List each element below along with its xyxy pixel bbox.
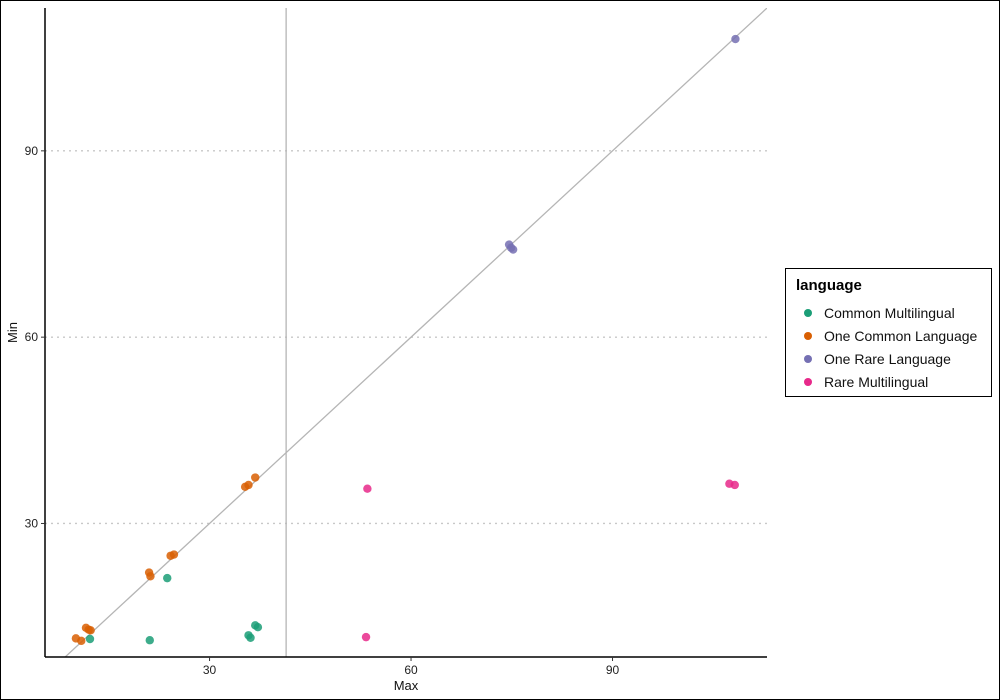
legend-label: Common Multilingual <box>824 304 955 321</box>
data-point <box>246 633 255 642</box>
data-point <box>508 245 518 254</box>
data-point <box>163 573 172 583</box>
y-tick-label: 90 <box>25 144 39 158</box>
legend-key <box>804 354 812 363</box>
data-point <box>145 636 154 645</box>
x-tick-label: 30 <box>203 663 217 677</box>
data-point <box>244 480 253 490</box>
data-point <box>85 634 95 644</box>
data-point <box>731 34 740 44</box>
legend-item: One Rare Language <box>796 347 981 370</box>
y-tick-label: 60 <box>25 330 39 344</box>
data-point <box>730 480 739 490</box>
data-point <box>86 626 95 635</box>
x-tick-label: 60 <box>404 663 418 677</box>
legend-item: Rare Multilingual <box>796 370 981 393</box>
x-axis-title: Max <box>394 678 419 693</box>
data-point <box>361 632 371 642</box>
legend-title: language <box>796 277 862 294</box>
legend-key <box>804 308 812 317</box>
y-tick-label: 30 <box>25 516 39 530</box>
legend-item: Common Multilingual <box>796 301 981 324</box>
data-point <box>77 636 86 646</box>
legend-label: One Common Language <box>824 327 978 344</box>
identity-line <box>64 8 767 657</box>
data-point <box>146 572 155 581</box>
data-point <box>363 484 372 493</box>
x-tick-label: 90 <box>606 663 620 677</box>
data-point <box>253 622 263 632</box>
legend-item: One Common Language <box>796 324 981 347</box>
legend-items: Common Multilingual One Common Language On… <box>796 301 981 393</box>
legend-label: One Rare Language <box>824 350 951 367</box>
y-axis-title: Min <box>5 322 20 343</box>
data-point <box>251 473 260 482</box>
data-point <box>169 550 179 559</box>
legend-key <box>804 331 812 340</box>
legend: language Common Multilingual One Common L… <box>785 268 992 397</box>
legend-key <box>804 377 812 386</box>
legend-label: Rare Multilingual <box>824 373 929 390</box>
